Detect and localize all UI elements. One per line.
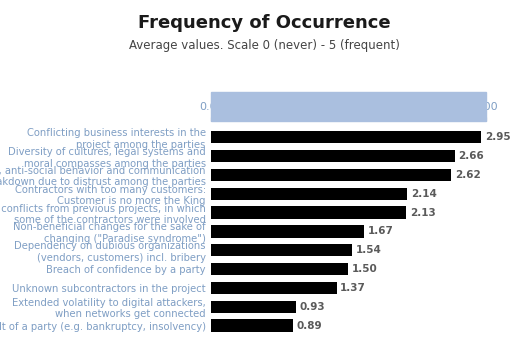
Text: 0.89: 0.89: [296, 321, 322, 331]
Bar: [211, 225, 364, 237]
Bar: [211, 319, 293, 332]
Bar: [211, 300, 296, 313]
Text: 1.50: 1.50: [352, 264, 378, 274]
Bar: [211, 92, 486, 121]
Text: 2.14: 2.14: [411, 189, 437, 199]
Text: 1.54: 1.54: [356, 245, 382, 255]
Bar: [211, 263, 348, 275]
Bar: [211, 131, 481, 143]
Text: 2.13: 2.13: [410, 208, 436, 218]
Text: 2.62: 2.62: [455, 170, 480, 180]
Text: 1.37: 1.37: [340, 283, 366, 293]
Text: 2.66: 2.66: [458, 151, 484, 161]
Bar: [211, 188, 407, 200]
Bar: [211, 169, 451, 181]
Text: 0.93: 0.93: [300, 302, 326, 312]
Text: Frequency of Occurrence: Frequency of Occurrence: [138, 14, 390, 32]
Text: 2.95: 2.95: [485, 132, 511, 142]
Bar: [211, 150, 455, 162]
Bar: [211, 282, 336, 294]
Text: Average values. Scale 0 (never) - 5 (frequent): Average values. Scale 0 (never) - 5 (fre…: [128, 39, 400, 52]
Bar: [211, 244, 352, 256]
Bar: [211, 206, 406, 219]
Text: 1.67: 1.67: [367, 226, 393, 236]
